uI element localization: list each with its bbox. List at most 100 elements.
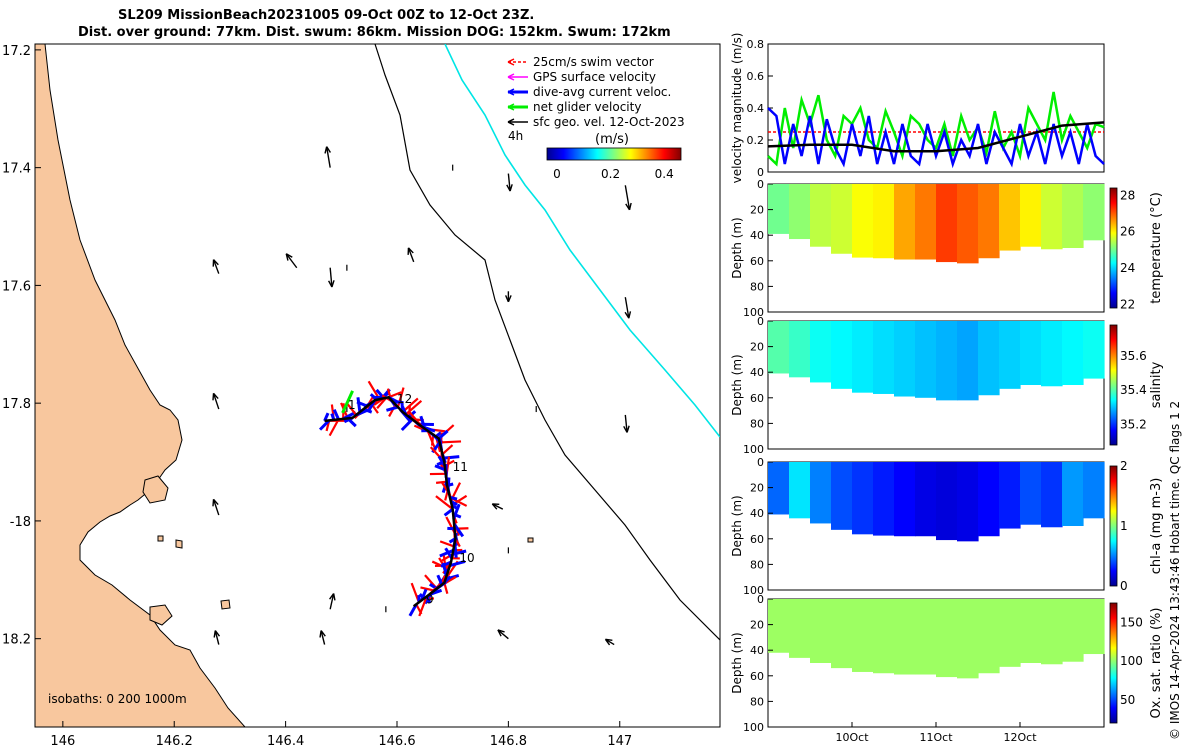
- section-y-tick-label: 80: [750, 280, 764, 293]
- section-column: [1062, 599, 1084, 662]
- swim-vector: [328, 418, 340, 437]
- map-x-tick-label: 146.6: [378, 734, 415, 749]
- section-column: [831, 599, 853, 669]
- section-y-tick-label: 100: [743, 584, 764, 597]
- section-chlorophyll: 0 20 40 60 80 100 Depth (m) 0 1 2 chl-a (mg m-3): [730, 456, 1164, 597]
- velocity-y-tick-label: 0.8: [747, 38, 765, 51]
- section-column: [1041, 321, 1063, 387]
- section-colorbar-tick-label: 35.4: [1120, 383, 1147, 397]
- island: [149, 604, 173, 626]
- section-colorbar-tick-label: 22: [1120, 297, 1135, 311]
- map-colorbar-tick-label: 0.2: [601, 167, 620, 181]
- section-column: [957, 321, 979, 401]
- section-colorbar-tick-label: 2: [1120, 459, 1128, 473]
- surface-velocity-arrowhead: [324, 146, 332, 154]
- section-colorbar-tick-label: 24: [1120, 261, 1135, 275]
- section-column: [915, 184, 937, 260]
- dive-avg-current-vector: [443, 455, 460, 460]
- section-colorbar-tick-label: 1: [1120, 519, 1128, 533]
- section-colorbar-tick-label: 28: [1120, 188, 1135, 202]
- section-column: [768, 321, 790, 374]
- map-x-tick-label: 146.2: [156, 734, 193, 749]
- velocity-series-net: [767, 91, 1105, 167]
- legend-arrowhead: [507, 103, 515, 111]
- section-column: [852, 599, 874, 672]
- section-temperature: 0 20 40 60 80 100 Depth (m) 22 24 26 28 temperature…: [730, 178, 1164, 319]
- surface-velocity-arrowhead: [506, 184, 513, 192]
- section-x-tick-label: 10Oct: [835, 731, 869, 744]
- section-column: [978, 321, 1000, 396]
- dive-avg-current-vector: [449, 559, 466, 568]
- island: [175, 539, 183, 549]
- section-column: [936, 599, 958, 678]
- section-column: [957, 599, 979, 679]
- day-label: 1: [348, 398, 356, 412]
- surface-velocity-arrowhead: [327, 280, 335, 288]
- section-x-tick-label: 12Oct: [1003, 731, 1037, 744]
- surface-velocity-vector: [320, 630, 326, 645]
- section-y-tick-label: 0: [757, 315, 764, 328]
- surface-velocity-arrowhead: [329, 593, 336, 601]
- dive-avg-current-vector: [363, 407, 373, 414]
- section-column: [1083, 321, 1105, 379]
- section-column: [810, 462, 832, 524]
- swim-vector: [435, 495, 454, 511]
- map-y-tick-label: 17.4: [2, 162, 31, 177]
- section-column: [1062, 184, 1084, 248]
- section-y-tick-label: 60: [750, 392, 764, 405]
- section-y-label: Depth (m): [730, 632, 744, 693]
- section-colorbar-label: chl-a (mg m-3): [1149, 478, 1164, 575]
- dive-avg-current-vector: [434, 464, 446, 472]
- section-column: [831, 184, 853, 254]
- map-colorbar-tick-label: 0.4: [655, 167, 674, 181]
- day-label: 10: [459, 551, 474, 565]
- island: [527, 537, 534, 543]
- section-column: [894, 462, 916, 537]
- section-y-tick-label: 100: [743, 721, 764, 734]
- surface-velocity-arrowhead: [212, 259, 219, 267]
- section-column: [810, 184, 832, 247]
- section-column: [936, 321, 958, 401]
- day-label: 9: [426, 592, 434, 606]
- surface-velocity-arrowhead: [212, 392, 219, 401]
- legend-arrowhead: [507, 73, 515, 81]
- legend-note: 4h: [508, 129, 523, 143]
- section-column: [852, 462, 874, 535]
- section-y-tick-label: 0: [757, 593, 764, 606]
- section-column: [957, 462, 979, 542]
- surface-velocity-vector: [624, 297, 630, 319]
- map-y-tick-label: 17.6: [2, 279, 31, 294]
- legend-label: dive-avg current veloc.: [533, 85, 671, 99]
- velocity-y-tick-label: 0: [757, 166, 764, 179]
- section-column: [789, 184, 811, 240]
- section-column: [1062, 462, 1084, 526]
- section-column: [915, 462, 937, 537]
- surface-velocity-arrowhead: [505, 295, 512, 303]
- velocity-series-dive-avg: [767, 107, 1105, 169]
- map-x-tick-label: 146.4: [267, 734, 304, 749]
- section-oxygen: 0 20 40 60 80 100 Depth (m) 50 100 150 Ox. sat. ra…: [730, 593, 1164, 744]
- section-column: [1020, 599, 1042, 663]
- section-column: [1062, 321, 1084, 385]
- surface-velocity-vector: [497, 629, 509, 640]
- section-colorbar: [1109, 602, 1118, 724]
- section-colorbar-label: temperature (°C): [1149, 192, 1164, 304]
- section-colorbar: [1109, 324, 1118, 446]
- legend-label: sfc geo. vel. 12-Oct-2023: [533, 115, 685, 129]
- section-column: [957, 184, 979, 264]
- map-y-ticks: 17.2 17.4 17.6 17.8 -18 18.2: [2, 44, 41, 648]
- section-column: [768, 599, 790, 653]
- surface-velocity-vector: [491, 503, 504, 510]
- section-column: [1041, 462, 1063, 528]
- coastline-land: [35, 44, 246, 727]
- section-column: [978, 184, 1000, 259]
- map-x-tick-label: 146.8: [490, 734, 527, 749]
- map-y-tick-label: 18.2: [2, 633, 31, 648]
- legend-arrowhead: [507, 88, 515, 96]
- dive-avg-current-vector: [452, 549, 467, 556]
- surface-velocity-vector: [212, 259, 220, 274]
- map-x-ticks: 146 146.2 146.4 146.6 146.8 147: [50, 721, 632, 749]
- section-column: [1041, 184, 1063, 250]
- swim-vector: [439, 540, 455, 548]
